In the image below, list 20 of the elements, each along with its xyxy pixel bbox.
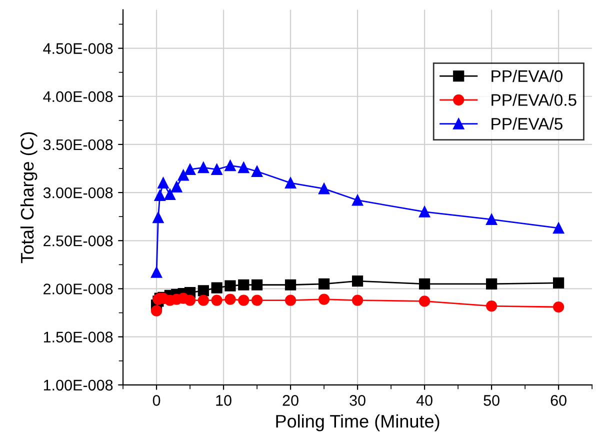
x-tick-label: 20 xyxy=(282,395,298,406)
x-tick-label: 40 xyxy=(416,395,432,406)
y-tick-label: 1.50E-008 xyxy=(44,332,113,342)
x-tick-label: 0 xyxy=(152,395,160,406)
x-tick-label: 60 xyxy=(550,395,566,406)
y-tick-label: 4.50E-008 xyxy=(43,43,113,54)
y-tick-label: 1.00E-008 xyxy=(44,380,113,391)
y-tick-label: 2.00E-008 xyxy=(44,284,113,294)
x-tick-label: 10 xyxy=(216,395,232,406)
legend-label: PP/EVA/0 xyxy=(492,70,563,82)
y-tick-label: 3.00E-008 xyxy=(43,187,113,198)
x-axis-title: Poling Time (Minute) xyxy=(276,414,440,432)
y-axis-title: Total Charge (C) xyxy=(20,132,38,264)
y-tick-label: 3.50E-008 xyxy=(43,139,113,150)
legend-label: PP/EVA/5 xyxy=(492,118,562,130)
x-tick-label: 30 xyxy=(350,395,366,406)
y-tick-label: 4.00E-008 xyxy=(43,91,113,102)
y-tick-label: 2.50E-008 xyxy=(44,236,113,246)
x-tick-label: 50 xyxy=(484,395,500,406)
legend-label: PP/EVA/0.5 xyxy=(492,94,576,106)
